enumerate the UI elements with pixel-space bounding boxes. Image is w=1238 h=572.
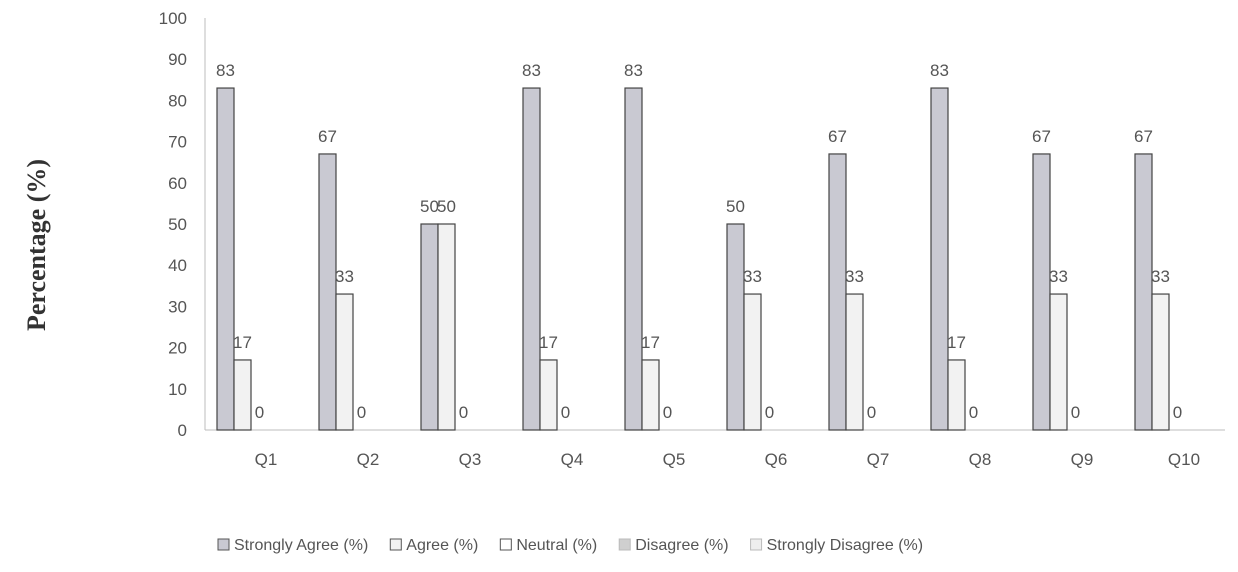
bar xyxy=(1151,293,1170,431)
data-label: 0 xyxy=(1173,403,1182,422)
bar xyxy=(1049,293,1068,431)
x-tick-label: Q2 xyxy=(357,450,380,469)
y-tick-label: 60 xyxy=(168,174,187,193)
y-tick-label: 80 xyxy=(168,91,187,110)
legend-swatch xyxy=(499,538,512,551)
data-label: 67 xyxy=(1032,127,1051,146)
data-label: 50 xyxy=(420,197,439,216)
legend-label: Agree (%) xyxy=(406,537,478,554)
data-label: 83 xyxy=(930,61,949,80)
x-tick-label: Q9 xyxy=(1071,450,1094,469)
data-label: 17 xyxy=(233,333,252,352)
data-label: 17 xyxy=(947,333,966,352)
x-tick-label: Q8 xyxy=(969,450,992,469)
data-label: 33 xyxy=(335,267,354,286)
legend-swatch xyxy=(217,538,230,551)
legend-label: Neutral (%) xyxy=(516,537,597,554)
bar xyxy=(1032,153,1051,431)
data-label: 83 xyxy=(216,61,235,80)
legend-swatch xyxy=(750,538,763,551)
bar xyxy=(539,359,558,431)
y-tick-label: 100 xyxy=(159,9,187,28)
x-tick-label: Q1 xyxy=(255,450,278,469)
x-tick-label: Q10 xyxy=(1168,450,1200,469)
bar xyxy=(726,223,745,431)
x-tick-label: Q4 xyxy=(561,450,584,469)
data-label: 0 xyxy=(357,403,366,422)
bar xyxy=(335,293,354,431)
bar xyxy=(522,87,541,431)
bar xyxy=(1134,153,1153,431)
data-label: 50 xyxy=(726,197,745,216)
bar xyxy=(216,87,235,431)
x-tick-label: Q7 xyxy=(867,450,890,469)
y-tick-label: 30 xyxy=(168,297,187,316)
data-label: 0 xyxy=(1071,403,1080,422)
legend-swatch xyxy=(389,538,402,551)
x-tick-label: Q3 xyxy=(459,450,482,469)
y-tick-label: 40 xyxy=(168,256,187,275)
y-tick-label: 0 xyxy=(178,421,187,440)
legend-label: Strongly Disagree (%) xyxy=(767,537,924,554)
data-label: 50 xyxy=(437,197,456,216)
data-label: 0 xyxy=(765,403,774,422)
data-label: 0 xyxy=(663,403,672,422)
y-tick-label: 10 xyxy=(168,380,187,399)
bar xyxy=(420,223,439,431)
data-label: 83 xyxy=(522,61,541,80)
data-label: 0 xyxy=(561,403,570,422)
x-tick-label: Q6 xyxy=(765,450,788,469)
data-label: 33 xyxy=(1151,267,1170,286)
legend-label: Disagree (%) xyxy=(635,537,728,554)
bar xyxy=(233,359,252,431)
y-axis-label: Percentage (%) xyxy=(22,159,51,331)
legend-label: Strongly Agree (%) xyxy=(234,537,368,554)
bar xyxy=(641,359,660,431)
y-tick-label: 90 xyxy=(168,50,187,69)
data-label: 67 xyxy=(318,127,337,146)
data-label: 33 xyxy=(1049,267,1068,286)
bar xyxy=(947,359,966,431)
data-label: 0 xyxy=(969,403,978,422)
data-label: 67 xyxy=(828,127,847,146)
data-label: 67 xyxy=(1134,127,1153,146)
data-label: 83 xyxy=(624,61,643,80)
bar xyxy=(930,87,949,431)
bar xyxy=(624,87,643,431)
data-label: 33 xyxy=(845,267,864,286)
y-tick-label: 20 xyxy=(168,339,187,358)
bar xyxy=(318,153,337,431)
data-label: 0 xyxy=(255,403,264,422)
data-label: 0 xyxy=(459,403,468,422)
legend-swatch xyxy=(618,538,631,551)
y-tick-label: 50 xyxy=(168,215,187,234)
bar xyxy=(743,293,762,431)
x-tick-label: Q5 xyxy=(663,450,686,469)
data-label: 0 xyxy=(867,403,876,422)
data-label: 17 xyxy=(641,333,660,352)
y-tick-label: 70 xyxy=(168,133,187,152)
data-label: 17 xyxy=(539,333,558,352)
data-label: 33 xyxy=(743,267,762,286)
bar xyxy=(845,293,864,431)
bar xyxy=(437,223,456,431)
bar xyxy=(828,153,847,431)
